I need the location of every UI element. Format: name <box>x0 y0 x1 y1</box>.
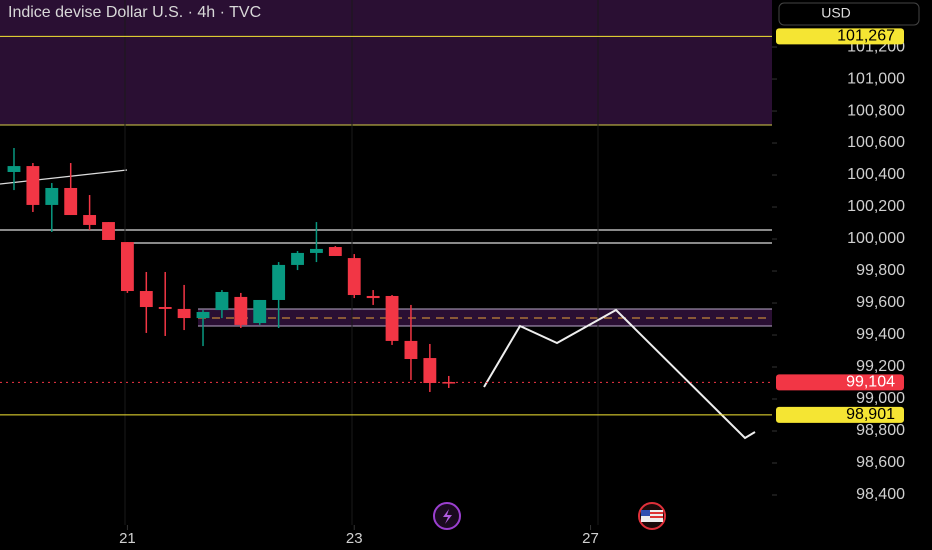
candle-body <box>45 187 59 205</box>
candle-body <box>26 166 40 205</box>
projection-path <box>483 308 756 440</box>
candle-body <box>234 296 248 325</box>
candle-body <box>253 299 267 324</box>
y-tick-label: 101,000 <box>847 70 905 87</box>
y-tick-label: 98,400 <box>856 486 905 503</box>
y-tick-label: 99,000 <box>856 390 905 407</box>
price-label: 99,104 <box>846 374 895 391</box>
price-label: 101,267 <box>837 28 895 45</box>
candle-body <box>7 166 21 172</box>
candle-body <box>158 307 172 309</box>
flag-canton <box>641 510 650 516</box>
y-tick-label: 100,400 <box>847 166 905 183</box>
y-tick-label: 99,800 <box>856 262 905 279</box>
candle-body <box>177 308 191 319</box>
y-tick-label: 99,600 <box>856 294 905 311</box>
candle-body <box>102 222 115 240</box>
x-tick-label: 21 <box>119 530 136 547</box>
y-tick-label: 100,200 <box>847 198 905 215</box>
y-tick-label: 99,400 <box>856 326 905 343</box>
candle-body <box>328 247 342 256</box>
candle-body <box>83 215 97 225</box>
currency-button[interactable] <box>778 2 920 26</box>
supply-zone <box>0 0 772 125</box>
plot <box>7 147 456 392</box>
x-tick-label: 27 <box>582 530 599 547</box>
candle-body <box>347 258 361 296</box>
candle-body <box>423 358 437 384</box>
y-tick-label: 100,000 <box>847 230 905 247</box>
trend-line <box>0 169 128 185</box>
candle-body <box>215 291 229 311</box>
candle-body <box>442 382 456 384</box>
price-label: 98,901 <box>846 406 895 423</box>
candle-body <box>272 264 286 300</box>
candle-body <box>366 295 380 299</box>
price-label-box <box>776 406 904 423</box>
candle-body <box>291 252 304 265</box>
lightning-icon <box>443 509 452 524</box>
y-tick-label: 100,800 <box>847 102 905 119</box>
candle-body <box>139 291 153 308</box>
y-tick-label: 99,200 <box>856 358 905 375</box>
candle-body <box>310 248 323 253</box>
y-tick-label: 98,600 <box>856 454 905 471</box>
candle-body <box>64 187 78 216</box>
y-tick-label: 98,800 <box>856 422 905 439</box>
candle-body <box>385 295 399 341</box>
chart-title: Indice devise Dollar U.S. · 4h · TVC <box>8 4 261 21</box>
candle-body <box>120 242 134 292</box>
currency-label[interactable]: USD <box>821 5 851 21</box>
price-label-box <box>776 374 904 391</box>
candle-body <box>404 340 418 360</box>
y-tick-label: 100,600 <box>847 134 905 151</box>
candle-body <box>196 311 210 319</box>
flag-stripe <box>650 516 663 518</box>
flag-stripe <box>650 512 663 514</box>
x-tick-label: 23 <box>346 530 363 547</box>
price-label-box <box>776 28 904 45</box>
